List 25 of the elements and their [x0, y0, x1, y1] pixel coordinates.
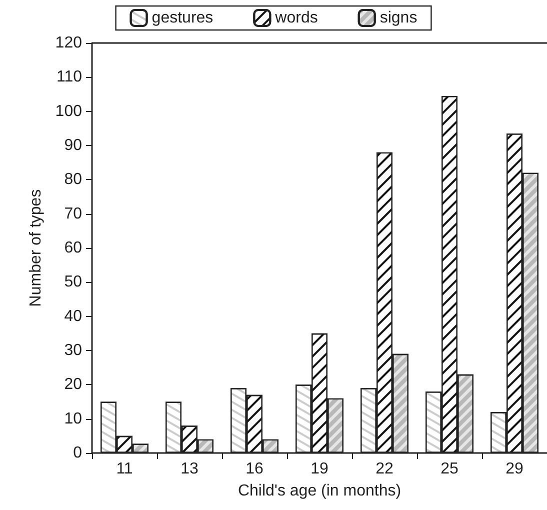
y-tick-label: 70 — [64, 205, 82, 222]
x-axis-title: Child's age (in months) — [238, 482, 402, 500]
x-tick-label: 13 — [180, 460, 198, 478]
y-tick-label: 0 — [73, 444, 82, 462]
y-tick-label: 20 — [64, 376, 82, 394]
x-tick-label: 19 — [310, 460, 328, 478]
y-tick-label: 80 — [64, 171, 82, 188]
legend-label: gestures — [152, 10, 214, 26]
y-tick-label: 90 — [64, 137, 82, 154]
y-tick-label: 10 — [64, 410, 82, 428]
x-tick-label: 25 — [440, 460, 458, 478]
y-tick-label: 110 — [56, 68, 82, 86]
legend-label: signs — [380, 10, 418, 26]
y-tick-label: 60 — [64, 240, 82, 256]
y-tick-label: 40 — [64, 308, 82, 325]
y-tick-label: 120 — [55, 34, 82, 52]
y-tick-label: 30 — [64, 342, 82, 359]
legend-label: words — [274, 10, 318, 26]
x-tick-label: 11 — [116, 460, 133, 478]
y-tick-label: 100 — [55, 102, 82, 120]
x-tick-label: 29 — [506, 460, 524, 478]
x-tick-label: 16 — [246, 460, 264, 478]
x-tick-label: 22 — [376, 460, 394, 478]
y-axis-title: Number of types — [28, 189, 44, 307]
y-tick-label: 50 — [64, 274, 82, 291]
